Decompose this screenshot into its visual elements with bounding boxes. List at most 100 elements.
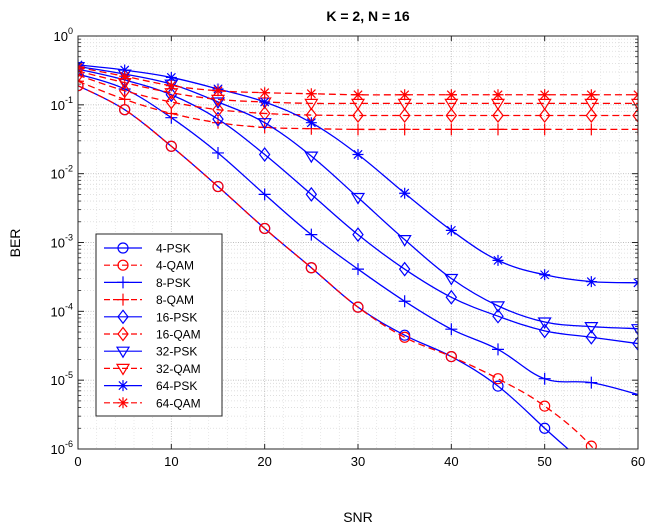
marker-triangle — [304, 98, 319, 111]
data-marker — [632, 388, 638, 401]
data-marker — [398, 261, 411, 277]
data-marker — [165, 94, 178, 110]
x-tick-label: 40 — [444, 454, 458, 469]
marker-plus — [78, 75, 84, 88]
marker-plus — [445, 123, 458, 136]
data-marker — [117, 293, 129, 306]
data-marker — [258, 105, 271, 121]
y-axis-label: BER — [7, 229, 23, 258]
marker-triangle — [115, 363, 131, 376]
x-tick-label: 50 — [537, 454, 551, 469]
y-tick-label: 10-4 — [51, 301, 73, 319]
data-marker — [445, 89, 457, 101]
legend-label: 64-PSK — [156, 379, 197, 393]
legend-item: 8-QAM — [104, 293, 194, 307]
y-tick-base: 10 — [51, 236, 65, 251]
data-marker — [539, 400, 551, 412]
data-marker — [118, 72, 131, 88]
x-tick-label: 20 — [257, 454, 271, 469]
data-marker — [165, 140, 177, 152]
data-marker — [258, 146, 271, 162]
marker-plus — [585, 123, 598, 136]
marker-diamond — [445, 108, 458, 123]
data-marker — [117, 276, 129, 289]
data-marker — [304, 98, 319, 111]
y-tick-exponent: -1 — [65, 95, 73, 105]
data-marker — [632, 108, 638, 123]
data-marker — [492, 89, 504, 101]
legend-label: 16-PSK — [156, 310, 197, 324]
data-marker — [398, 108, 411, 123]
marker-asterisk — [399, 89, 411, 101]
y-tick-exponent: -2 — [65, 164, 73, 174]
data-marker — [259, 87, 271, 99]
marker-diamond — [538, 323, 551, 339]
marker-plus — [538, 372, 551, 385]
legend-label: 32-QAM — [156, 362, 201, 376]
data-marker — [398, 295, 411, 308]
y-tick-label: 10-1 — [51, 95, 73, 113]
data-marker — [445, 350, 457, 363]
legend-label: 8-PSK — [156, 276, 191, 290]
marker-asterisk — [585, 276, 597, 288]
legend-item: 4-PSK — [104, 242, 191, 256]
marker-asterisk — [352, 89, 364, 101]
marker-asterisk — [165, 80, 177, 92]
marker-diamond — [258, 105, 271, 121]
marker-diamond — [585, 329, 598, 345]
x-tick-label: 10 — [164, 454, 178, 469]
data-marker — [585, 89, 597, 101]
series-64-qam — [78, 61, 638, 101]
marker-asterisk — [259, 96, 271, 108]
marker-plus — [398, 123, 411, 136]
data-marker — [492, 373, 504, 385]
marker-diamond — [352, 227, 364, 243]
marker-circle — [305, 262, 317, 274]
marker-circle — [212, 180, 224, 193]
marker-plus — [398, 295, 411, 308]
marker-diamond — [352, 108, 364, 123]
y-tick-exponent: -4 — [65, 301, 73, 311]
data-marker — [212, 85, 224, 97]
marker-triangle — [350, 192, 366, 205]
marker-diamond — [212, 111, 224, 127]
data-marker — [117, 397, 129, 409]
marker-asterisk — [492, 89, 504, 101]
y-tick-base: 10 — [54, 29, 68, 44]
data-marker — [305, 117, 317, 129]
marker-diamond — [492, 308, 504, 324]
marker-asterisk — [259, 87, 271, 99]
legend-item: 8-PSK — [104, 276, 191, 290]
legend-label: 64-QAM — [156, 396, 201, 410]
data-marker — [445, 289, 458, 305]
marker-plus — [538, 123, 551, 136]
marker-asterisk — [585, 89, 597, 101]
data-marker — [305, 262, 317, 274]
data-marker — [352, 227, 364, 243]
y-tick-exponent: -3 — [65, 233, 73, 243]
data-marker — [78, 75, 84, 88]
data-marker — [117, 326, 129, 342]
marker-circle — [399, 331, 411, 343]
data-marker — [539, 422, 551, 434]
y-tick-label: 10-6 — [51, 439, 73, 457]
marker-asterisk — [117, 397, 129, 409]
data-marker — [305, 88, 317, 100]
data-marker — [212, 146, 224, 159]
marker-triangle — [537, 317, 552, 330]
marker-circle — [539, 422, 551, 434]
marker-diamond — [212, 102, 224, 118]
data-marker — [257, 118, 272, 130]
data-marker — [538, 323, 551, 339]
y-tick-base: 10 — [51, 442, 65, 457]
y-tick-exponent: -5 — [65, 370, 73, 380]
series-16-qam — [78, 67, 638, 123]
data-marker — [258, 188, 271, 201]
data-marker — [585, 123, 598, 136]
marker-triangle — [490, 301, 506, 314]
legend-item: 4-QAM — [104, 259, 194, 273]
data-marker — [492, 343, 504, 356]
data-marker — [492, 380, 504, 392]
marker-diamond — [117, 326, 129, 342]
